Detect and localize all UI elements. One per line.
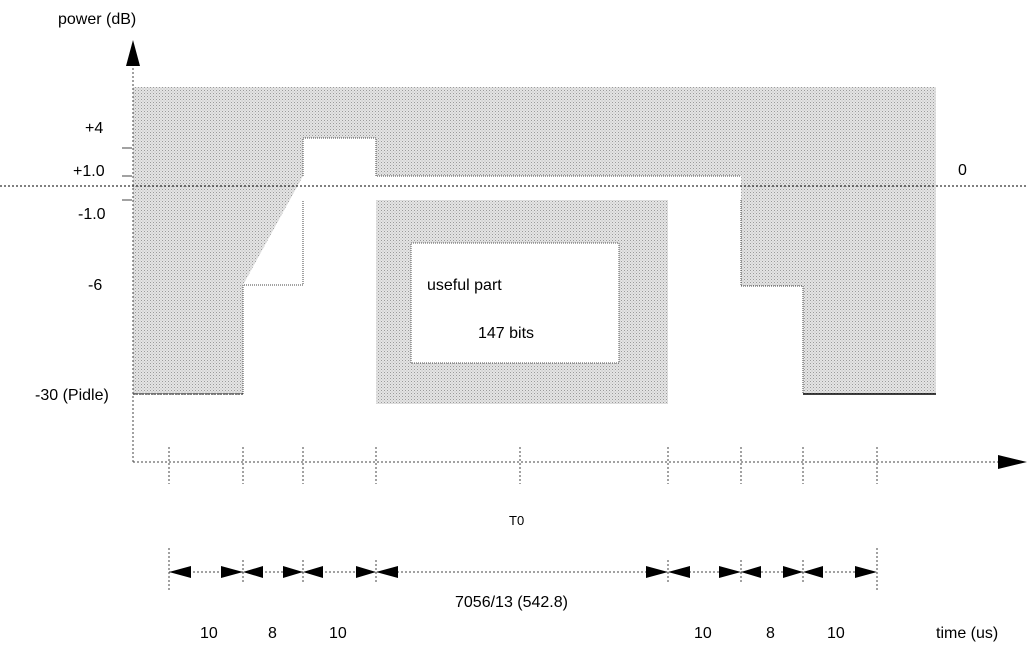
level-plus1-label: +1.0	[73, 163, 105, 180]
left-duration-2: 8	[268, 625, 277, 642]
level-idle-label: -30 (Pidle)	[35, 387, 109, 404]
useful-duration-label: 7056/13 (542.8)	[455, 594, 568, 611]
y-ticks	[122, 147, 132, 201]
power-mask-region	[133, 87, 936, 394]
level-zero-label: 0	[958, 162, 967, 179]
y-axis-label: power (dB)	[58, 11, 136, 28]
level-minus6-label: -6	[88, 277, 102, 294]
t0-label: T0	[509, 513, 524, 528]
duration-arrowheads	[169, 566, 877, 578]
right-duration-3: 10	[827, 625, 845, 642]
right-duration-2: 8	[766, 625, 775, 642]
left-duration-3: 10	[329, 625, 347, 642]
y-axis-arrow-icon	[126, 40, 140, 66]
x-axis-arrow-icon	[998, 455, 1027, 469]
right-duration-1: 10	[694, 625, 712, 642]
duration-ticks	[168, 548, 878, 592]
useful-part-box	[410, 242, 620, 364]
level-plus4-label: +4	[85, 120, 103, 137]
x-axis-label: time (us)	[936, 625, 998, 642]
level-minus1-label: -1.0	[78, 206, 106, 223]
left-duration-1: 10	[200, 625, 218, 642]
upper-envelope-line	[302, 137, 741, 177]
useful-part-title: useful part	[427, 277, 502, 294]
x-ticks	[168, 447, 878, 484]
useful-part-bits: 147 bits	[478, 325, 534, 342]
